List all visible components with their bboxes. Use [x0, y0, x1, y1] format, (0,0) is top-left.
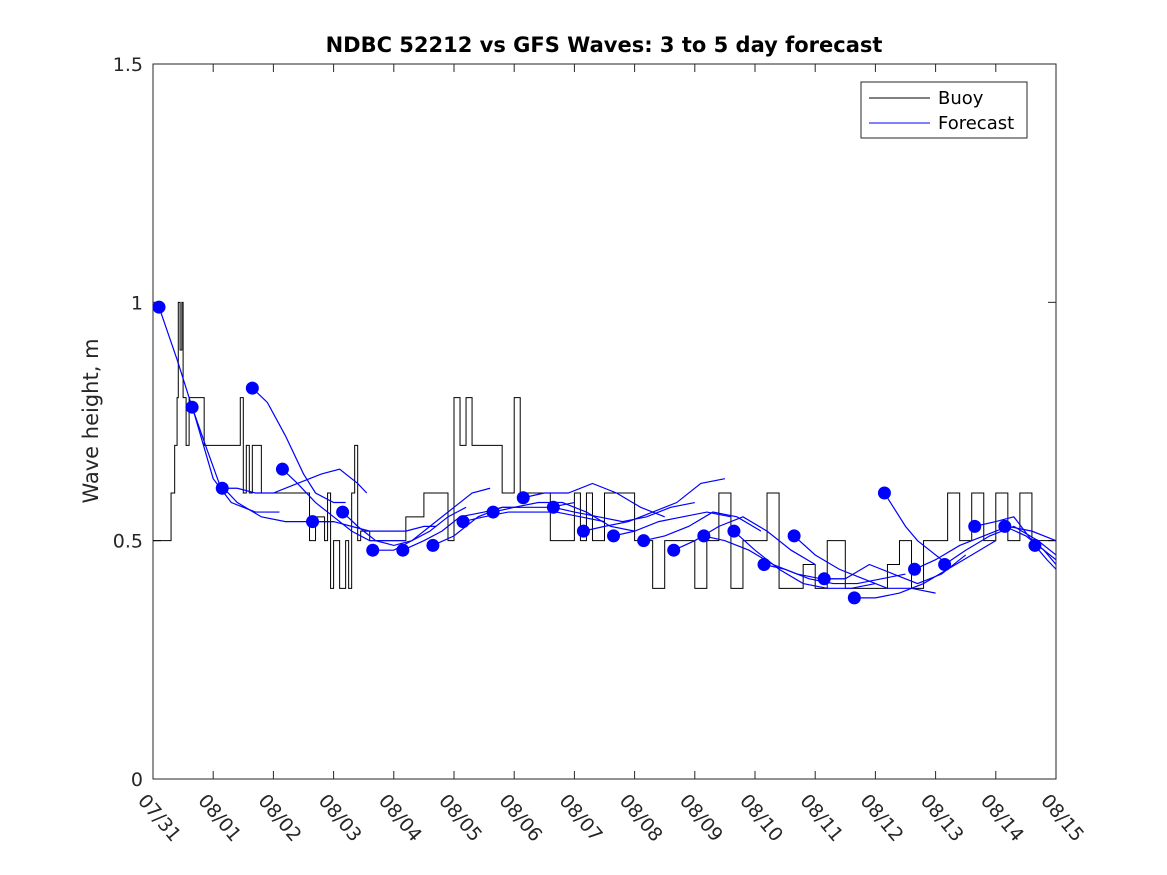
forecast-line	[854, 540, 997, 599]
forecast-marker	[847, 591, 861, 605]
forecast-marker	[336, 505, 350, 519]
forecast-marker	[667, 543, 681, 557]
forecast-line	[733, 530, 876, 589]
x-tick-label: 07/31	[133, 790, 185, 846]
x-tick-label: 08/10	[735, 790, 787, 846]
y-axis: 0 0.5 1 1.5	[113, 54, 1056, 791]
x-tick-label: 08/07	[555, 790, 607, 846]
forecast-marker	[456, 515, 470, 529]
buoy-line	[153, 301, 1056, 589]
x-tick-label: 08/09	[675, 790, 727, 846]
x-tick-label: 08/03	[314, 790, 366, 846]
y-axis-label: Wave height, m	[79, 338, 103, 503]
forecast-line	[583, 478, 726, 532]
buoy-series	[153, 301, 1056, 589]
forecast-marker	[938, 558, 952, 571]
forecast-line	[523, 482, 665, 518]
forecast-line	[643, 511, 762, 542]
forecast-marker	[516, 491, 530, 505]
forecast-marker	[426, 538, 440, 552]
forecast-marker	[396, 543, 410, 557]
legend-box	[860, 81, 1028, 139]
x-tick-label: 08/12	[856, 790, 908, 846]
forecast-line	[158, 306, 280, 513]
x-tick-label: 08/02	[254, 790, 306, 846]
forecast-marker	[546, 500, 560, 514]
x-tick-label: 08/15	[1036, 790, 1088, 846]
plot-area	[152, 63, 1057, 780]
forecast-marker	[366, 543, 380, 557]
forecast-line	[553, 501, 695, 523]
x-tick-label: 08/01	[193, 790, 245, 846]
forecast-line	[372, 487, 491, 551]
forecast-marker	[637, 534, 651, 548]
x-tick-label: 08/14	[976, 790, 1028, 846]
forecast-marker	[486, 505, 500, 519]
x-tick-label: 08/06	[494, 790, 546, 846]
forecast-marker	[727, 524, 741, 538]
chart-title: NDBC 52212 vs GFS Waves: 3 to 5 day fore…	[326, 33, 883, 57]
legend-forecast-label: Forecast	[938, 113, 1014, 134]
forecast-line	[251, 387, 346, 504]
forecast-marker	[275, 462, 289, 476]
forecast-marker	[817, 572, 831, 586]
forecast-marker	[757, 558, 771, 571]
forecast-marker	[245, 381, 259, 395]
forecast-line	[492, 501, 635, 532]
x-tick-label: 08/08	[615, 790, 667, 846]
forecast-marker	[306, 515, 320, 529]
forecast-marker	[877, 486, 891, 500]
forecast-marker	[697, 529, 711, 543]
forecast-marker	[1028, 538, 1042, 552]
x-tick-label: 08/04	[374, 790, 426, 846]
y-tick-label: 1	[131, 292, 143, 314]
forecast-line	[342, 506, 467, 547]
forecast-line	[191, 407, 334, 523]
forecast-line	[914, 525, 1057, 570]
forecast-line	[763, 563, 906, 585]
forecast-line	[462, 511, 605, 523]
forecast-marker	[185, 400, 199, 414]
forecast-marker	[908, 562, 922, 576]
y-tick-label: 1.5	[113, 54, 143, 76]
forecast-line	[824, 554, 967, 585]
forecast-marker	[998, 519, 1012, 533]
legend: Buoy Forecast	[860, 81, 1028, 139]
forecast-marker	[968, 519, 982, 533]
forecast-marker	[576, 524, 590, 538]
forecast-line	[312, 520, 436, 532]
y-tick-label: 0	[131, 769, 143, 791]
x-tick-label: 08/11	[795, 790, 847, 846]
forecast-marker	[152, 300, 166, 314]
legend-buoy-label: Buoy	[938, 88, 984, 109]
forecast-marker	[787, 529, 801, 543]
y-tick-label: 0.5	[113, 531, 143, 553]
forecast-line	[883, 492, 942, 561]
forecast-line	[673, 516, 816, 566]
forecast-markers	[152, 300, 1042, 605]
forecast-marker	[607, 529, 621, 543]
x-tick-label: 08/05	[434, 790, 486, 846]
x-tick-label: 08/13	[916, 790, 968, 846]
forecast-marker	[215, 481, 229, 495]
